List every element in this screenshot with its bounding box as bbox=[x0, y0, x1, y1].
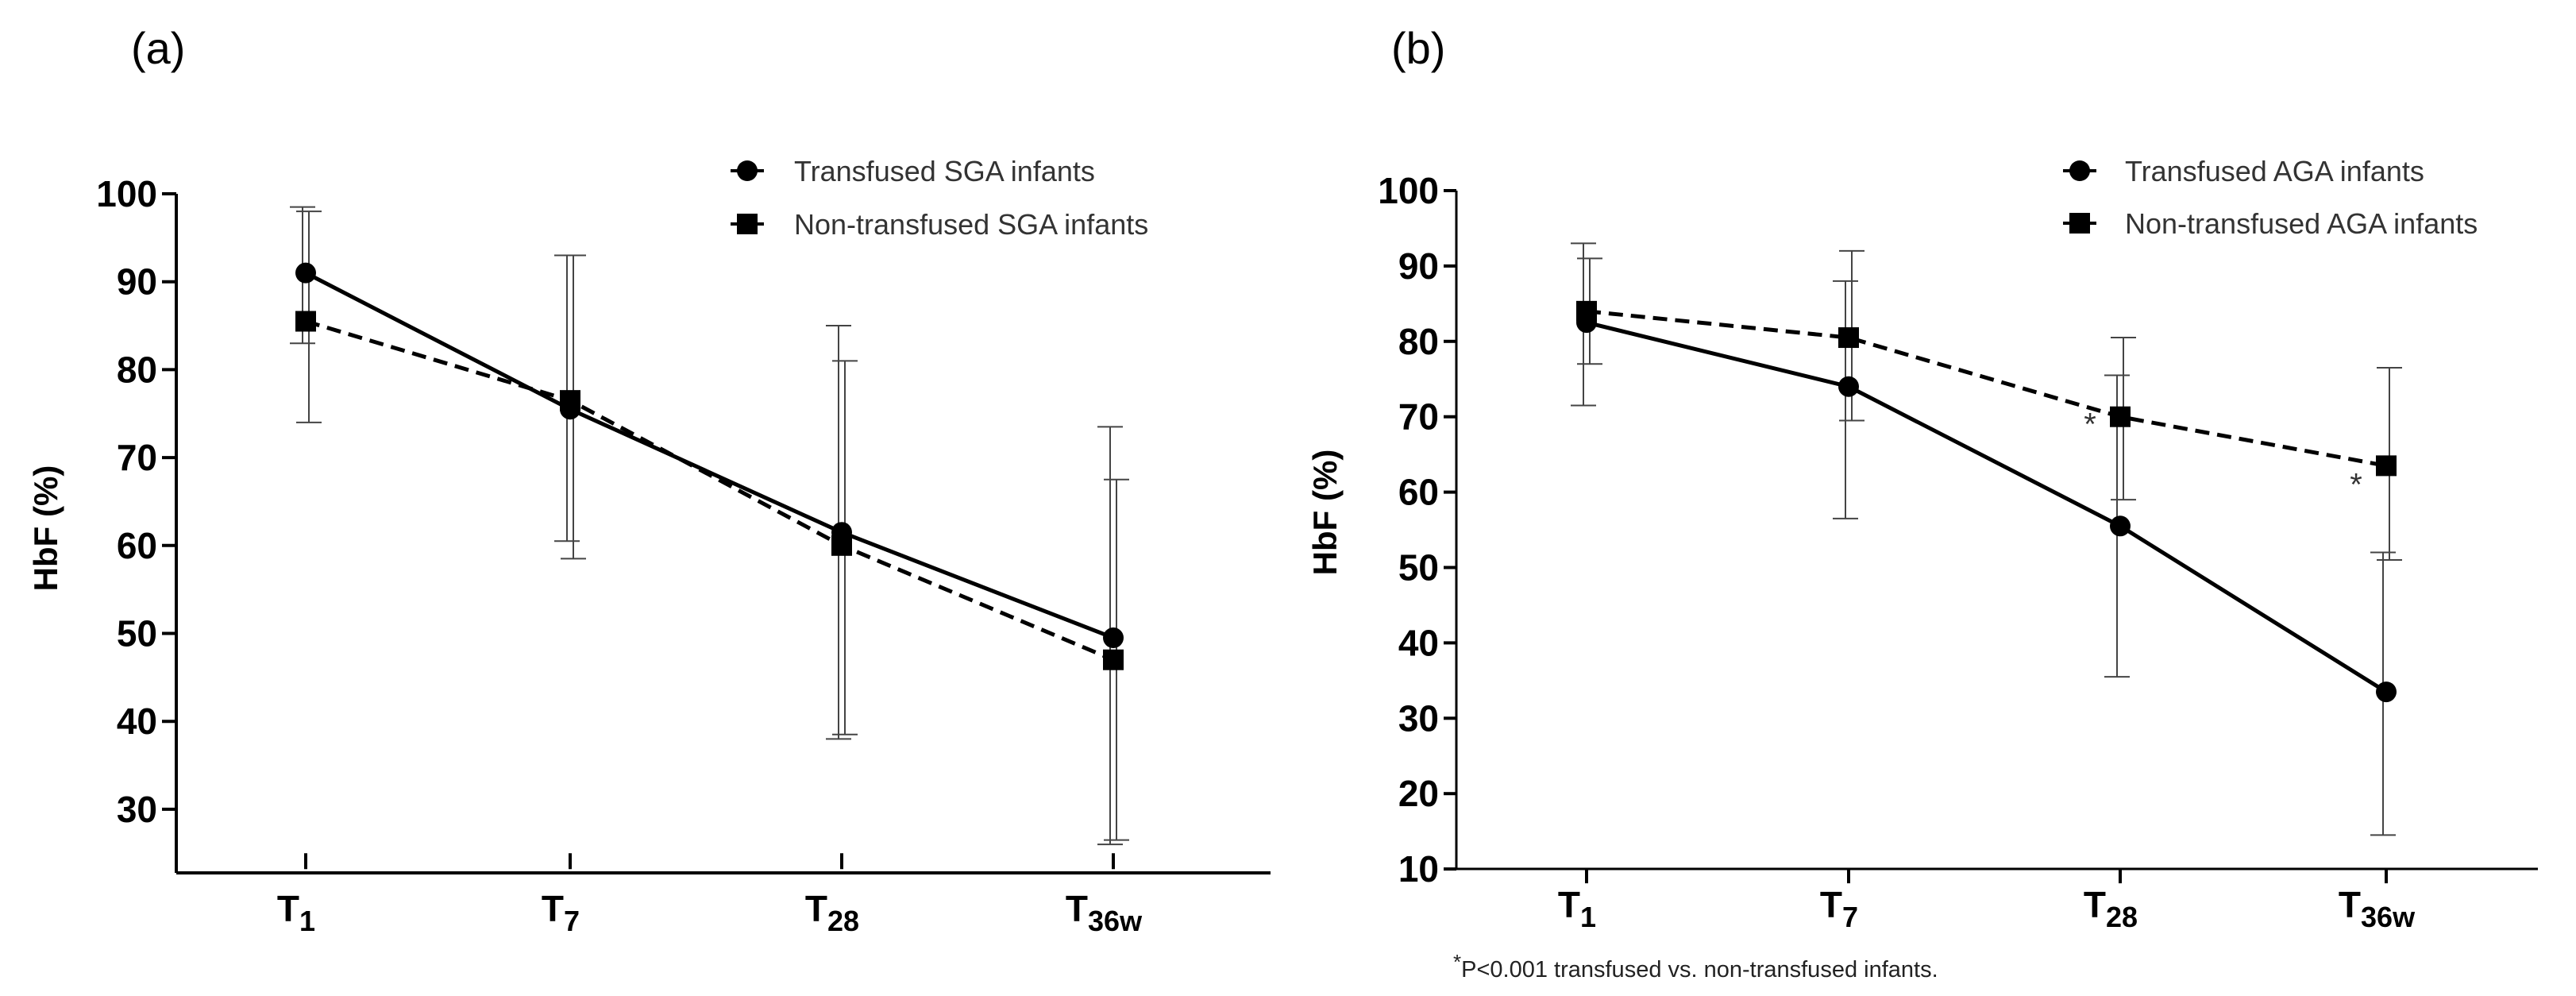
panel-a-y-tick-label: 30 bbox=[117, 789, 157, 830]
panel-a-error-bars bbox=[290, 206, 1129, 846]
panel-a-y-tick-label: 90 bbox=[117, 261, 157, 303]
panel-a-x-tick-label: T1 bbox=[277, 888, 315, 937]
panel-a-y-tick-label: 60 bbox=[117, 525, 157, 566]
panel-b-annotations: ** bbox=[2084, 407, 2362, 502]
data-point-non-transfused bbox=[560, 390, 580, 411]
data-point-transfused bbox=[2376, 681, 2397, 703]
panel-b-y-tick-label: 10 bbox=[1398, 848, 1439, 890]
panel-a-x-tick-label: T7 bbox=[542, 888, 580, 937]
data-point-non-transfused bbox=[295, 311, 316, 332]
panel-b-y-tick-label: 100 bbox=[1378, 170, 1439, 211]
data-point-non-transfused bbox=[831, 535, 852, 556]
x-tick-base: T bbox=[1820, 884, 1842, 925]
panel-b-y-tick-label: 20 bbox=[1398, 773, 1439, 814]
legend-a-non-transfused: Non-transfused SGA infants bbox=[794, 208, 1148, 241]
panel-a-x-tick-label: T36w bbox=[1066, 888, 1143, 937]
x-tick-subscript: 28 bbox=[827, 905, 859, 937]
panel-b-y-ticks: 10 20 30 40 50 60 70 80 90 100 bbox=[1378, 170, 1456, 890]
panel-b-x-ticks: T1 T7 T28 T36w bbox=[1558, 869, 2416, 933]
panel-b-markers bbox=[1576, 300, 2397, 703]
panel-a-y-tick-label: 80 bbox=[117, 349, 157, 390]
panel-b-label: (b) bbox=[1391, 23, 1445, 73]
legend-b-non-transfused: Non-transfused AGA infants bbox=[2125, 207, 2478, 240]
panel-a-lines bbox=[304, 271, 1114, 662]
panel-b-y-tick-label: 60 bbox=[1398, 472, 1439, 513]
panel-a-y-tick-label: 40 bbox=[117, 701, 157, 742]
panel-b-y-axis-label: HbF (%) bbox=[1306, 450, 1344, 576]
panel-a-y-tick-label: 70 bbox=[117, 437, 157, 478]
panel-a-y-tick-label: 50 bbox=[117, 613, 157, 654]
data-point-non-transfused bbox=[1838, 327, 1859, 349]
panel-b-y-tick-label: 40 bbox=[1398, 622, 1439, 663]
x-tick-base: T bbox=[277, 888, 299, 929]
x-tick-base: T bbox=[542, 888, 564, 929]
data-point-non-transfused bbox=[1103, 649, 1124, 670]
panel-a-legend: Transfused SGA infants Non-transfused SG… bbox=[731, 155, 1148, 241]
footnote-text: P<0.001 transfused vs. non-transfused in… bbox=[1461, 957, 1938, 982]
panel-a-y-axis-label: HbF (%) bbox=[27, 465, 64, 592]
panel-b-footnote: *P<0.001 transfused vs. non-transfused i… bbox=[1453, 950, 1938, 982]
panel-b-y-tick-label: 70 bbox=[1398, 396, 1439, 438]
series-line-non-transfused bbox=[1586, 309, 2387, 468]
x-tick-base: T bbox=[1066, 888, 1088, 929]
legend-a-square-marker bbox=[737, 214, 758, 234]
panel-b-x-tick-label: T7 bbox=[1820, 884, 1858, 933]
x-tick-subscript: 7 bbox=[564, 905, 580, 937]
x-tick-base: T bbox=[2339, 884, 2361, 925]
panel-b-x-tick-label: T28 bbox=[2084, 884, 2138, 933]
x-tick-subscript: 36w bbox=[2361, 901, 2416, 933]
panel-a-x-tick-label: T28 bbox=[805, 888, 859, 937]
legend-b-square-marker bbox=[2069, 213, 2090, 234]
x-tick-subscript: 28 bbox=[2106, 901, 2138, 933]
significance-star: * bbox=[2084, 407, 2096, 442]
panel-a-markers bbox=[295, 262, 1124, 670]
data-point-transfused bbox=[1838, 376, 1859, 397]
panel-b-y-tick-label: 50 bbox=[1398, 547, 1439, 589]
legend-a-circle-marker bbox=[737, 160, 758, 181]
x-tick-subscript: 1 bbox=[1580, 901, 1596, 933]
panel-b-y-tick-label: 90 bbox=[1398, 245, 1439, 287]
series-line-transfused bbox=[1586, 320, 2388, 694]
x-tick-subscript: 36w bbox=[1088, 905, 1143, 937]
legend-b-transfused: Transfused AGA infants bbox=[2125, 155, 2424, 187]
data-point-transfused bbox=[295, 262, 316, 284]
panel-a-x-ticks: T1 T7 T28 T36w bbox=[277, 853, 1143, 937]
panel-b-y-tick-label: 30 bbox=[1398, 697, 1439, 739]
significance-star: * bbox=[2350, 467, 2362, 502]
x-tick-base: T bbox=[2084, 884, 2106, 925]
series-line-transfused bbox=[304, 271, 1114, 640]
panel-b-lines bbox=[1586, 309, 2388, 694]
panel-a-y-tick-label: 100 bbox=[96, 173, 157, 214]
panel-a-y-ticks: 30 40 50 60 70 80 90 100 bbox=[96, 173, 176, 830]
footnote-mark: * bbox=[1453, 950, 1461, 974]
panel-b-y-tick-label: 80 bbox=[1398, 321, 1439, 362]
x-tick-subscript: 7 bbox=[1842, 901, 1858, 933]
legend-b-circle-marker bbox=[2069, 160, 2090, 181]
panel-b-error-bars bbox=[1571, 242, 2402, 836]
data-point-non-transfused bbox=[2110, 406, 2131, 427]
legend-a-transfused: Transfused SGA infants bbox=[794, 155, 1095, 187]
data-point-transfused bbox=[1103, 627, 1124, 649]
panel-a-label: (a) bbox=[131, 23, 185, 73]
x-tick-base: T bbox=[1558, 884, 1580, 925]
panel-b-x-tick-label: T36w bbox=[2339, 884, 2416, 933]
data-point-transfused bbox=[2110, 515, 2131, 537]
x-tick-base: T bbox=[805, 888, 827, 929]
panel-b-legend: Transfused AGA infants Non-transfused AG… bbox=[2063, 155, 2478, 240]
x-tick-subscript: 1 bbox=[299, 905, 315, 937]
data-point-non-transfused bbox=[2376, 455, 2397, 477]
panel-b-x-tick-label: T1 bbox=[1558, 884, 1596, 933]
series-line-non-transfused bbox=[305, 319, 1114, 662]
data-point-non-transfused bbox=[1576, 300, 1597, 322]
